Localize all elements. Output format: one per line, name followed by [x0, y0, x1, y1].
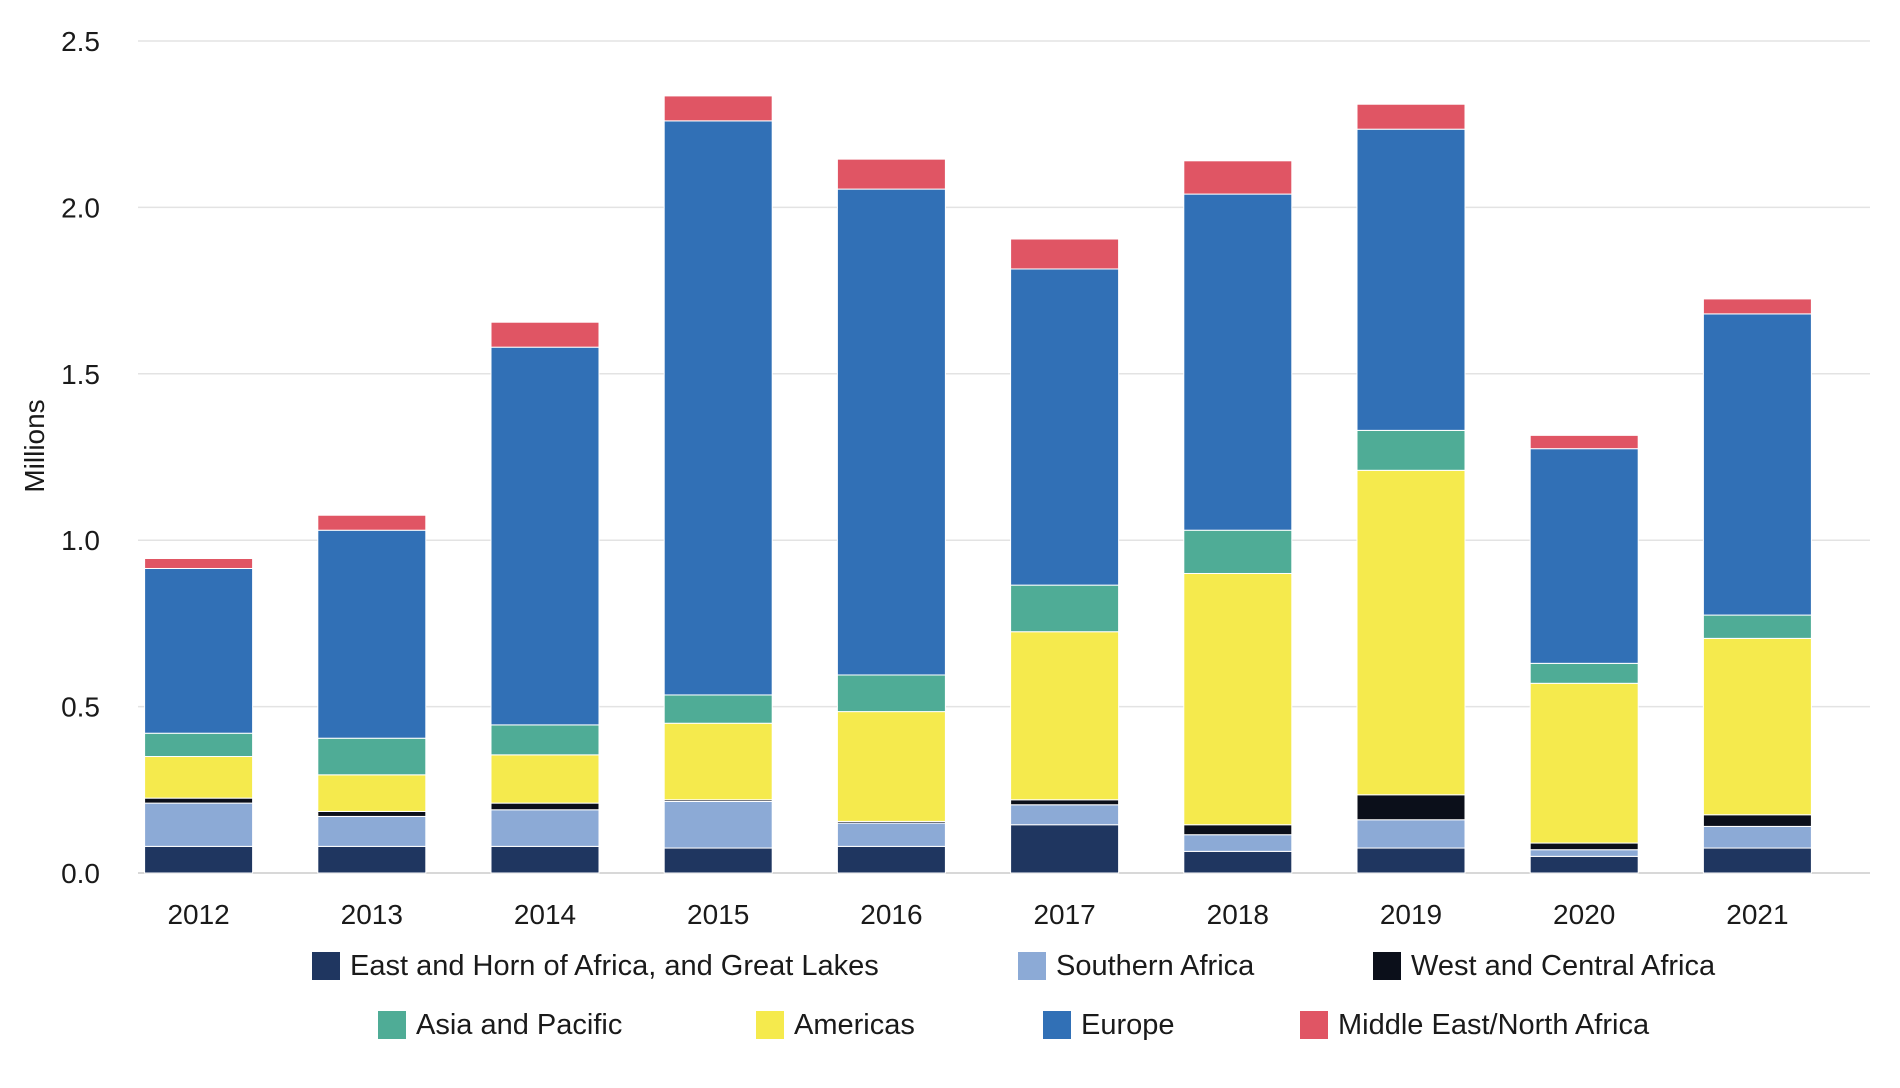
bar-segment	[663, 800, 773, 849]
bar-segment	[317, 529, 427, 739]
bar-segment	[144, 732, 254, 758]
bar-segment	[1010, 584, 1120, 633]
y-tick-label: 0.0	[61, 858, 100, 889]
bar-segment	[490, 809, 600, 847]
bar-segment	[1356, 103, 1466, 130]
bar-segment	[490, 754, 600, 804]
y-tick-label: 2.0	[61, 192, 100, 223]
bars	[144, 95, 1812, 874]
bar-segment	[836, 158, 946, 190]
bar-segment	[1356, 794, 1466, 821]
bar-segment	[836, 845, 946, 874]
bar-segment	[1702, 825, 1812, 849]
bar-segment	[1010, 824, 1120, 874]
bar-segment	[1702, 847, 1812, 874]
bar-segment	[490, 346, 600, 726]
x-tick-label: 2016	[860, 899, 922, 930]
bar-segment	[144, 567, 254, 734]
y-tick-label: 2.5	[61, 26, 100, 57]
bar-segment	[1702, 313, 1812, 616]
bar-segment	[1183, 572, 1293, 826]
x-tick-label: 2013	[341, 899, 403, 930]
bar-segment	[663, 847, 773, 874]
x-tick-label: 2014	[514, 899, 576, 930]
y-tick-label: 1.0	[61, 525, 100, 556]
bar-segment	[663, 120, 773, 696]
bar-segment	[1529, 842, 1639, 851]
bar-segment	[836, 822, 946, 847]
bar-segment	[1702, 614, 1812, 639]
bar-segment	[1356, 819, 1466, 849]
bar-segment	[1529, 855, 1639, 874]
bar-segment	[144, 756, 254, 799]
bar-segment	[1183, 834, 1293, 852]
bar-segment	[663, 95, 773, 122]
x-tick-label: 2012	[167, 899, 229, 930]
bar-segment	[317, 514, 427, 531]
x-tick-label: 2021	[1726, 899, 1788, 930]
bar-segment	[1529, 682, 1639, 844]
y-tick-label: 1.5	[61, 359, 100, 390]
bar-segment	[317, 815, 427, 847]
bar-segment	[1356, 469, 1466, 796]
bar-segment	[836, 674, 946, 713]
x-tick-label: 2020	[1553, 899, 1615, 930]
x-axis-ticks: 2012 2013 2014 2015 2016 2017 2018 2019 2020 2021	[167, 899, 1788, 930]
bar-segment	[1702, 814, 1812, 827]
bar-segment	[144, 558, 254, 569]
bar-segment	[144, 797, 254, 804]
y-axis-title: Millions	[19, 399, 50, 492]
bar-segment	[836, 711, 946, 822]
gridlines	[138, 40, 1870, 874]
bar-segment	[317, 810, 427, 817]
bar-segment	[1529, 448, 1639, 664]
bar-segment	[317, 737, 427, 776]
y-axis-ticks: 0.0 0.5 1.0 1.5 2.0 2.5	[61, 26, 100, 889]
bar-segment	[490, 802, 600, 811]
bar-segment	[490, 321, 600, 348]
x-tick-label: 2019	[1380, 899, 1442, 930]
bar-segment	[663, 694, 773, 724]
bar-segment	[1529, 434, 1639, 450]
bar-segment	[1010, 631, 1120, 801]
bar-segment	[1183, 529, 1293, 574]
bar-segment	[1183, 850, 1293, 874]
bar-segment	[1183, 193, 1293, 531]
bar-segment	[1702, 637, 1812, 816]
x-tick-label: 2017	[1033, 899, 1095, 930]
bar-segment	[1010, 238, 1120, 270]
bar-segment	[1010, 804, 1120, 826]
bar-segment	[1183, 824, 1293, 836]
bar-segment	[1356, 128, 1466, 431]
x-tick-label: 2015	[687, 899, 749, 930]
bar-segment	[836, 188, 946, 676]
bar-segment	[1529, 662, 1639, 684]
x-tick-label: 2018	[1207, 899, 1269, 930]
bar-segment	[490, 724, 600, 756]
bar-segment	[144, 802, 254, 847]
bar-segment	[1356, 847, 1466, 874]
bar-segment	[490, 845, 600, 874]
bar-segment	[1529, 849, 1639, 857]
bar-segment	[1702, 298, 1812, 315]
bar-segment	[1010, 268, 1120, 586]
bar-segment	[1183, 160, 1293, 195]
y-tick-label: 0.5	[61, 692, 100, 723]
bar-segment	[317, 774, 427, 812]
bar-segment	[317, 845, 427, 874]
bar-segment	[144, 845, 254, 874]
bar-segment	[1356, 429, 1466, 471]
bar-segment	[1010, 799, 1120, 806]
bar-segment	[663, 722, 773, 801]
